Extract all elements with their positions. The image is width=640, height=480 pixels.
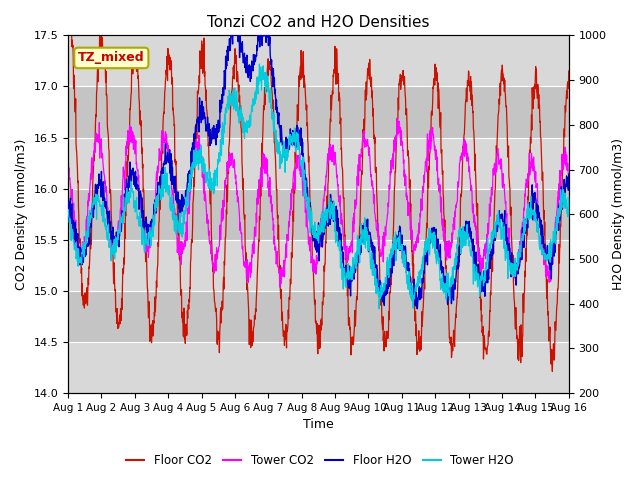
Tower CO2 xyxy=(393,116,401,121)
Tower H2O xyxy=(163,183,171,189)
Bar xyxy=(68,291,569,342)
Tower CO2 xyxy=(462,140,470,145)
Text: TZ_mixed: TZ_mixed xyxy=(78,51,145,64)
Floor H2O xyxy=(227,28,235,34)
Title: Tonzi CO2 and H2O Densities: Tonzi CO2 and H2O Densities xyxy=(207,15,429,30)
Floor CO2 xyxy=(461,101,469,107)
Tower H2O xyxy=(462,243,470,249)
X-axis label: Time: Time xyxy=(303,419,333,432)
Bar xyxy=(68,138,569,189)
Bar xyxy=(68,86,569,138)
Bar xyxy=(68,36,569,86)
Tower H2O xyxy=(565,203,573,208)
Floor H2O xyxy=(565,171,573,177)
Tower H2O xyxy=(375,306,383,312)
Tower CO2 xyxy=(163,146,171,152)
Floor H2O xyxy=(163,156,171,162)
Tower H2O xyxy=(175,221,183,227)
Line: Floor H2O: Floor H2O xyxy=(68,31,569,309)
Legend: Floor CO2, Tower CO2, Floor H2O, Tower H2O: Floor CO2, Tower CO2, Floor H2O, Tower H… xyxy=(122,449,518,472)
Tower CO2 xyxy=(276,284,284,290)
Tower CO2 xyxy=(396,136,404,142)
Floor H2O xyxy=(396,248,404,253)
Floor H2O xyxy=(64,211,72,217)
Floor CO2 xyxy=(565,68,573,74)
Floor H2O xyxy=(232,28,239,34)
Tower CO2 xyxy=(506,244,514,250)
Floor H2O xyxy=(413,306,421,312)
Tower H2O xyxy=(255,61,263,67)
Tower CO2 xyxy=(64,159,72,165)
Bar xyxy=(68,189,569,240)
Floor CO2 xyxy=(176,257,184,263)
Tower CO2 xyxy=(565,173,573,179)
Tower H2O xyxy=(64,208,72,214)
Floor H2O xyxy=(462,235,470,241)
Floor CO2 xyxy=(506,183,513,189)
Tower CO2 xyxy=(232,176,239,181)
Line: Floor CO2: Floor CO2 xyxy=(68,0,569,372)
Floor H2O xyxy=(506,262,514,268)
Tower H2O xyxy=(396,247,404,252)
Y-axis label: H2O Density (mmol/m3): H2O Density (mmol/m3) xyxy=(612,138,625,290)
Tower H2O xyxy=(506,262,514,267)
Floor CO2 xyxy=(548,369,556,374)
Tower H2O xyxy=(232,96,239,101)
Floor CO2 xyxy=(232,60,239,66)
Line: Tower H2O: Tower H2O xyxy=(68,64,569,309)
Y-axis label: CO2 Density (mmol/m3): CO2 Density (mmol/m3) xyxy=(15,139,28,290)
Floor H2O xyxy=(175,217,183,223)
Floor CO2 xyxy=(164,78,172,84)
Tower CO2 xyxy=(175,241,183,247)
Floor CO2 xyxy=(396,81,404,87)
Line: Tower CO2: Tower CO2 xyxy=(68,119,569,287)
Bar xyxy=(68,342,569,393)
Floor CO2 xyxy=(64,0,72,4)
Bar xyxy=(68,240,569,291)
